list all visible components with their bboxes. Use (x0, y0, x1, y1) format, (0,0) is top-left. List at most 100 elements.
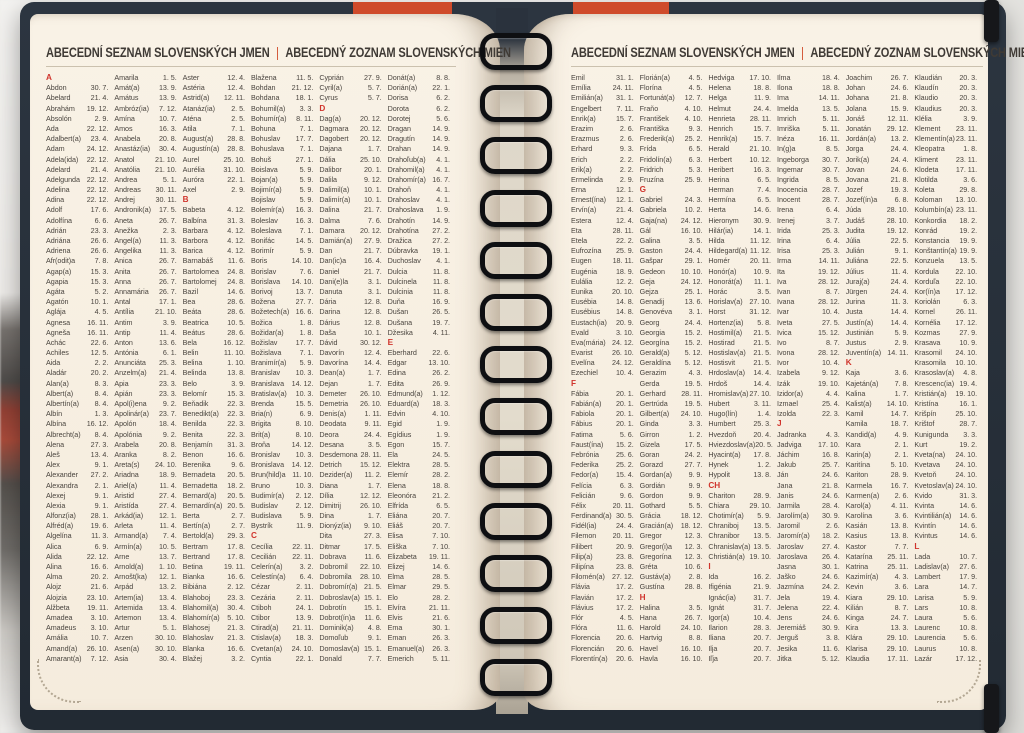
name-day-date: 30. 4. (227, 602, 245, 612)
name-day-row: Felicián 9. 6. (571, 491, 640, 501)
name-day-row: Amína 10. 7. (114, 114, 182, 124)
name-day-date: 4. 3. (688, 368, 703, 378)
name-day-row: Brenda 15. 5. (251, 399, 319, 409)
name-day-row: Heribert 16. 3. (708, 165, 777, 175)
name: Ján (777, 470, 789, 480)
name-day-row: Ivar 10. 4. (777, 307, 846, 317)
name-day-date: 5. 7. (367, 83, 382, 93)
name: Kvintilián(a) (914, 511, 952, 521)
name-day-row: Blahoslav 21. 3. (183, 633, 251, 643)
name-day-date: 8. 4. (94, 429, 109, 439)
name: Evarist (571, 348, 593, 358)
name-day-row: Dagobert 20. 12. (319, 134, 387, 144)
name-day-date: 27. 4. (158, 500, 177, 510)
name-day-date: 2. 1. (894, 449, 909, 459)
name: Amos (114, 123, 133, 133)
name: Dan (319, 246, 333, 256)
name: Janis (777, 490, 794, 500)
name-day-row: Bibiána 2. 12. (183, 582, 251, 592)
name-day-date: 11. 4. (159, 327, 177, 337)
name: Engelbert (571, 103, 602, 113)
name: Cezária (250, 592, 276, 602)
name: Blahoboj (182, 592, 211, 602)
name-day-row: Andronik(a) 17. 5. (114, 205, 182, 215)
name-day-date: 25. 3. (822, 225, 840, 235)
name-day-row: Bela 16. 12. (183, 338, 251, 348)
name-day-date: 13. 10. (428, 358, 450, 368)
name: Gizela (639, 439, 660, 449)
name: Daniel (319, 266, 340, 276)
name-day-row: Kolumbín(a) 23. 11. (914, 205, 983, 215)
name: Jovan (845, 164, 865, 174)
name-day-row: Emília 24. 11. (571, 83, 640, 93)
name: Jaroslava (777, 551, 808, 561)
name-day-date: 19. 12. (818, 266, 840, 276)
name-day-date: 9. 12. (822, 368, 840, 378)
name-day-row: Adelina 22. 12. (46, 185, 114, 195)
name: Gedeon (639, 266, 665, 276)
name-day-row: Krasomil 24. 10. (914, 348, 983, 358)
name-day-date: 6. 6. (94, 215, 109, 225)
name-day-date: 16. 10. (680, 653, 703, 663)
name-day-row: Ima 14. 11. (777, 93, 846, 103)
name-day-row: Hortenz(ia) 5. 8. (708, 318, 777, 328)
name-day-date: 11. 8. (432, 286, 450, 296)
name-day-date: 21. 7. (363, 246, 382, 256)
name: Alexej (46, 490, 66, 500)
name-day-date: 20. 7. (432, 521, 450, 531)
name-day-row: Amarila 1. 5. (114, 73, 182, 83)
name-day-row: Alfréd(a) 19. 6. (46, 521, 114, 531)
name-day-row: Hrdoslav(a) 14. 4. (708, 368, 777, 378)
name-day-date: 26. 10. (86, 643, 109, 653)
name-day-row: Ctiboh 24. 1. (251, 603, 319, 613)
name-day-date: 6. 2. (436, 103, 450, 113)
name-day-row: Cyntia 22. 1. (251, 654, 319, 664)
name: Igor(a) (708, 612, 730, 622)
name-day-date: 19. 11. (223, 562, 245, 571)
name: Hostislav(a) (708, 348, 746, 358)
name: Andronik(a) (114, 205, 151, 215)
name-day-row: Kornélia 17. 12. (914, 318, 983, 328)
letter-header: C (250, 531, 257, 541)
name-day-date: 2. 6. (619, 123, 634, 133)
name: Arleta (114, 521, 133, 531)
page-title-czech: ABECEDNÍ SEZNAM SLOVENSKÝCH JMEN (571, 45, 795, 60)
name: Alojzia (46, 592, 67, 602)
name-day-date: 24. 4. (684, 317, 703, 327)
name-day-date: 20. 5. (755, 439, 773, 449)
name-day-date: 21. 5. (363, 582, 382, 592)
name-day-date: 1. 10. (158, 562, 177, 571)
letter-header: I (708, 562, 711, 571)
name: Ilja (708, 643, 718, 653)
name-day-row: Celerín(a) 3. 2. (251, 562, 319, 572)
name-day-date: 10. 1. (363, 195, 382, 205)
name: Eufrozína (571, 246, 602, 256)
name-day-row: Cecilián 22. 11. (251, 552, 319, 562)
name: Kalist(a) (845, 399, 872, 408)
name-day-row: Galina 3. 5. (640, 236, 709, 246)
name-day-date: 26. 7. (158, 256, 177, 266)
name-day-row: Jana 21. 8. (777, 481, 846, 491)
name-day-date: 26. 6. (90, 246, 109, 256)
name: Lars (914, 602, 929, 612)
name: Eman (387, 633, 407, 643)
name-day-row: Bertín(a) 2. 7. (183, 521, 251, 531)
name-day-row: Florentín(a) 20. 6. (571, 654, 640, 664)
name: Krasomila (914, 358, 946, 368)
name: Dávid (319, 337, 338, 347)
name-day-date: 8. 2. (162, 449, 177, 459)
name-day-date: 8. 3. (94, 378, 109, 388)
name-day-row: Benedikt(a) 22. 3. (183, 409, 251, 419)
name-day-row: Františka 9. 3. (640, 124, 709, 134)
name-day-date: 6. 5. (436, 500, 450, 510)
name-day-row: Barica 4. 12. (183, 246, 251, 256)
name-day-row: Flávius 17. 2. (571, 603, 640, 613)
name-day-row: Kozmas 27. 9. (914, 328, 983, 338)
name: Galina (639, 236, 661, 245)
name-day-row: Lara 14. 7. (914, 582, 983, 592)
name-day-row: Ervín(a) 21. 4. (571, 205, 640, 215)
name-day-row: Ida 16. 2. (708, 572, 777, 582)
name: Ivana (777, 297, 795, 307)
name-day-date: 20. 1. (615, 399, 634, 408)
name-day-date: 4. 5. (94, 307, 109, 317)
